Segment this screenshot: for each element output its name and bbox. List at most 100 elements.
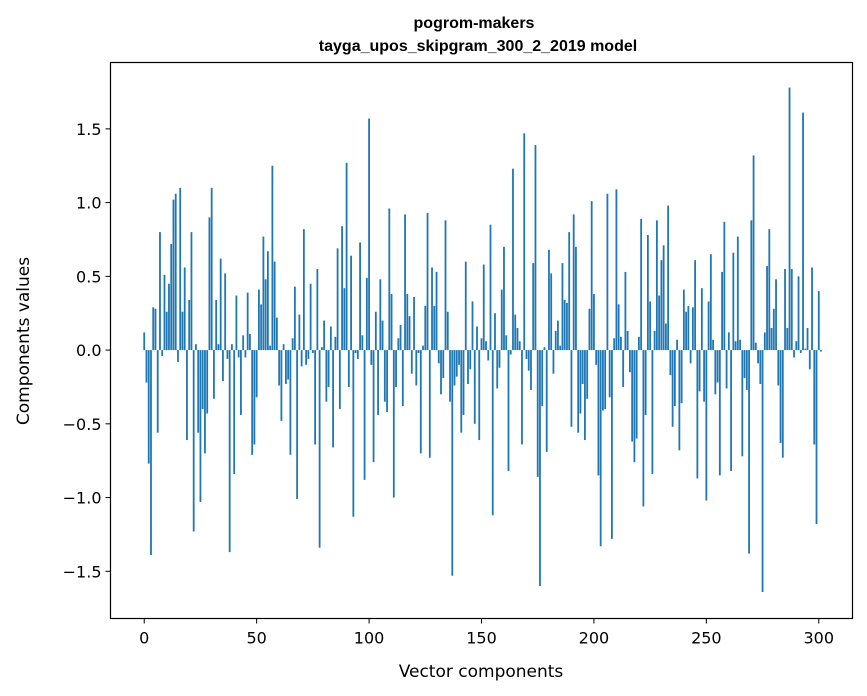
bar xyxy=(799,350,802,354)
bar xyxy=(748,350,750,554)
bar xyxy=(534,145,537,351)
bar xyxy=(368,118,370,351)
bar xyxy=(338,350,341,410)
bar xyxy=(536,350,539,477)
bar xyxy=(208,217,211,351)
bar xyxy=(602,350,604,411)
bar xyxy=(195,344,197,351)
bar xyxy=(159,232,161,351)
bar xyxy=(669,350,672,376)
bar xyxy=(275,317,278,351)
bar xyxy=(507,350,510,472)
bar xyxy=(435,271,438,351)
bar xyxy=(813,350,816,445)
x-tick-label: 100 xyxy=(354,629,385,648)
bar xyxy=(204,350,206,454)
bar xyxy=(489,224,492,351)
bar xyxy=(788,87,791,351)
bar xyxy=(161,350,164,356)
bar xyxy=(685,311,688,351)
bar xyxy=(289,350,292,455)
bar xyxy=(311,350,314,354)
bar xyxy=(374,311,377,351)
bar xyxy=(696,350,699,479)
bar xyxy=(424,305,427,351)
bar xyxy=(615,189,618,351)
bar xyxy=(359,242,361,351)
bar xyxy=(431,267,433,351)
bar xyxy=(703,350,705,402)
bar xyxy=(410,350,413,374)
y-tick-label: −1.0 xyxy=(63,489,102,508)
x-tick-label: 300 xyxy=(803,629,834,648)
bar xyxy=(815,350,818,525)
bar xyxy=(754,342,757,351)
bar xyxy=(572,214,575,351)
bar xyxy=(736,236,739,351)
bar xyxy=(597,350,600,476)
bar xyxy=(723,221,726,351)
bar xyxy=(682,289,685,351)
bar xyxy=(271,165,274,351)
bar xyxy=(795,341,798,351)
bar xyxy=(404,214,406,351)
bar xyxy=(552,350,555,374)
bar xyxy=(177,350,179,362)
bar xyxy=(662,245,665,351)
bar xyxy=(302,229,305,351)
bar xyxy=(217,344,220,351)
bar xyxy=(442,350,445,379)
bar xyxy=(667,205,670,351)
bar xyxy=(568,232,571,351)
bar xyxy=(154,308,157,351)
bar xyxy=(644,350,647,415)
bar xyxy=(757,350,759,364)
bar xyxy=(392,350,395,498)
bar xyxy=(181,311,184,351)
bar xyxy=(629,350,631,373)
bar xyxy=(691,307,694,351)
bar xyxy=(491,350,494,516)
bar xyxy=(613,338,616,351)
bar xyxy=(505,335,508,351)
bar xyxy=(269,345,272,351)
bar xyxy=(761,350,764,592)
bar xyxy=(316,268,319,351)
bar xyxy=(226,350,229,359)
bar xyxy=(808,350,811,370)
bar xyxy=(388,208,391,351)
bar xyxy=(527,350,530,371)
bar xyxy=(386,350,388,413)
bar xyxy=(150,350,152,556)
bar xyxy=(440,350,442,395)
bar xyxy=(539,350,541,587)
x-axis-ticks: 0 50 100 150 200 250 300 xyxy=(139,618,834,648)
bar xyxy=(532,263,535,351)
bar xyxy=(811,267,813,351)
bar xyxy=(201,350,204,410)
bar xyxy=(763,332,766,351)
bar xyxy=(503,246,505,351)
bar xyxy=(588,308,591,351)
bar xyxy=(716,350,719,383)
bar xyxy=(332,350,334,448)
bar xyxy=(608,350,611,398)
bar xyxy=(718,350,721,476)
bar xyxy=(550,273,553,351)
bar xyxy=(752,155,755,351)
bar xyxy=(554,330,557,351)
bar xyxy=(251,350,254,455)
bar xyxy=(646,235,649,351)
bar xyxy=(570,350,573,427)
bar xyxy=(617,304,620,351)
bar xyxy=(671,350,674,427)
bar xyxy=(730,350,732,472)
bar xyxy=(206,350,209,414)
bar xyxy=(426,212,429,351)
y-tick-label: 0.5 xyxy=(76,267,101,286)
bar xyxy=(709,254,712,351)
bar xyxy=(336,248,339,351)
bar xyxy=(469,350,472,370)
bar xyxy=(575,246,577,351)
